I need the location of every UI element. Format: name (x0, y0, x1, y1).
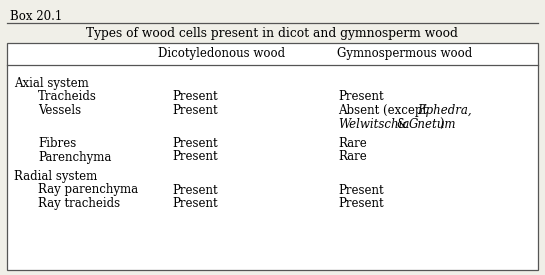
Text: Present: Present (172, 104, 218, 117)
Text: Ray tracheids: Ray tracheids (38, 197, 120, 210)
Text: Present: Present (172, 150, 218, 164)
Text: Rare: Rare (338, 137, 367, 150)
Text: Dicotyledonous wood: Dicotyledonous wood (159, 48, 286, 60)
Text: Present: Present (172, 183, 218, 197)
Text: Welwitschia: Welwitschia (338, 117, 409, 131)
Text: Parenchyma: Parenchyma (38, 150, 111, 164)
Text: Present: Present (172, 90, 218, 103)
Text: Fibres: Fibres (38, 137, 76, 150)
Text: Box 20.1: Box 20.1 (10, 10, 62, 23)
Text: Ray parenchyma: Ray parenchyma (38, 183, 138, 197)
Text: Vessels: Vessels (38, 104, 81, 117)
Text: Axial system: Axial system (14, 77, 89, 90)
Text: Present: Present (338, 197, 384, 210)
Text: Types of wood cells present in dicot and gymnosperm wood: Types of wood cells present in dicot and… (86, 27, 458, 40)
Text: Absent (except: Absent (except (338, 104, 431, 117)
Text: Gymnospermous wood: Gymnospermous wood (337, 48, 473, 60)
Text: Rare: Rare (338, 150, 367, 164)
Text: Radial system: Radial system (14, 170, 97, 183)
Text: Present: Present (338, 183, 384, 197)
Text: &: & (393, 117, 411, 131)
Text: Gnetum: Gnetum (409, 117, 456, 131)
Text: Present: Present (172, 197, 218, 210)
Text: Present: Present (172, 137, 218, 150)
Text: Ephedra,: Ephedra, (417, 104, 472, 117)
Text: ): ) (439, 117, 444, 131)
Bar (7, 43, 538, 270)
Text: Present: Present (338, 90, 384, 103)
Text: Tracheids: Tracheids (38, 90, 97, 103)
